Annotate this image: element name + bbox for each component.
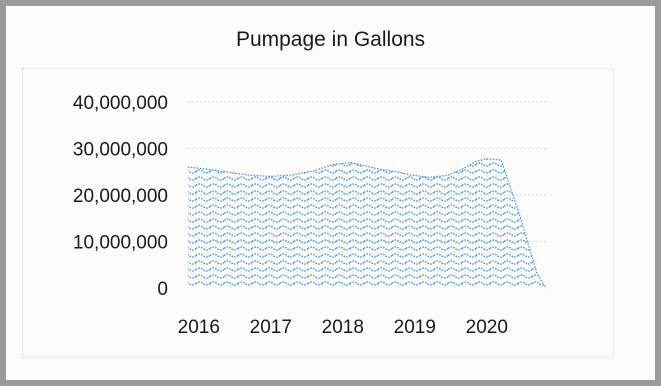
y-tick-label: 0 [157,279,168,300]
chart-inner-border [22,68,614,358]
y-tick-label: 10,000,000 [73,233,168,254]
y-tick-label: 30,000,000 [73,140,168,161]
x-tick-label: 2018 [322,317,364,338]
x-tick-label: 2017 [250,317,292,338]
x-tick-layer: 2016 2017 2018 2019 2020 [178,317,508,338]
y-tick-label: 40,000,000 [73,93,168,114]
area-series-0 [188,158,546,288]
y-tick-label: 20,000,000 [73,186,168,207]
area-layer [187,158,547,289]
x-tick-label: 2020 [466,317,508,338]
x-tick-label: 2019 [394,317,436,338]
area-series-edge [187,158,547,289]
chart-title: Pumpage in Gallons [235,28,426,51]
x-tick-label: 2016 [178,317,220,338]
y-tick-layer: 0 10,000,000 20,000,000 30,000,000 40,000,00… [73,93,168,300]
